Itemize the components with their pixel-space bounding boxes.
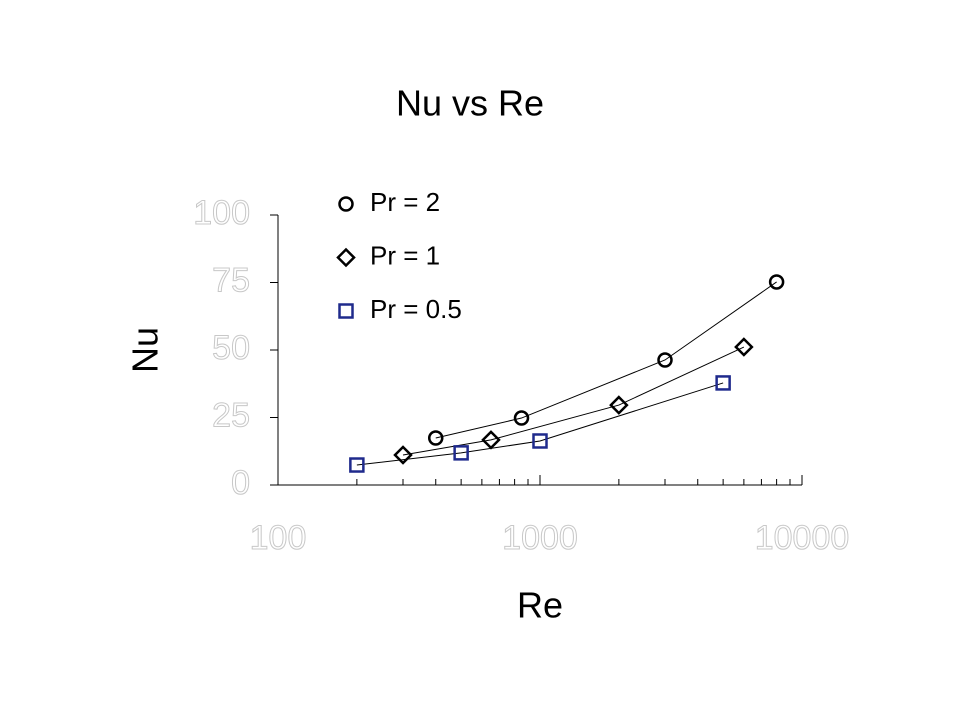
legend-label: Pr = 2 <box>370 187 440 217</box>
trend-line <box>356 382 724 466</box>
trend-line <box>435 281 777 439</box>
x-tick-label: 1000 <box>502 519 578 557</box>
data-point <box>393 445 413 465</box>
x-tick-label: 100 <box>250 519 307 557</box>
data-point <box>532 433 548 449</box>
y-tick-label: 50 <box>212 329 250 367</box>
legend-marker <box>338 303 354 319</box>
legend-label: Pr = 1 <box>370 240 440 270</box>
data-point <box>349 457 365 473</box>
x-axis-label: Re <box>517 585 563 626</box>
data-point <box>715 375 731 391</box>
data-point <box>768 274 785 290</box>
chart-title: Nu vs Re <box>396 83 544 124</box>
legend-marker <box>336 247 356 268</box>
y-axis-label: Nu <box>125 327 166 373</box>
data-point <box>513 410 530 426</box>
data-point <box>734 337 754 357</box>
legend-marker <box>338 196 354 212</box>
x-tick-label: 10000 <box>755 519 850 557</box>
y-tick-label: 0 <box>231 464 250 502</box>
y-tick-label: 75 <box>212 261 250 299</box>
data-point <box>657 352 673 368</box>
y-tick-label: 100 <box>193 194 250 232</box>
data-point <box>609 395 629 415</box>
data-point <box>453 445 469 461</box>
trend-line <box>402 346 745 456</box>
y-tick-label: 25 <box>212 396 250 434</box>
legend-label: Pr = 0.5 <box>370 294 462 324</box>
data-point <box>427 430 444 446</box>
